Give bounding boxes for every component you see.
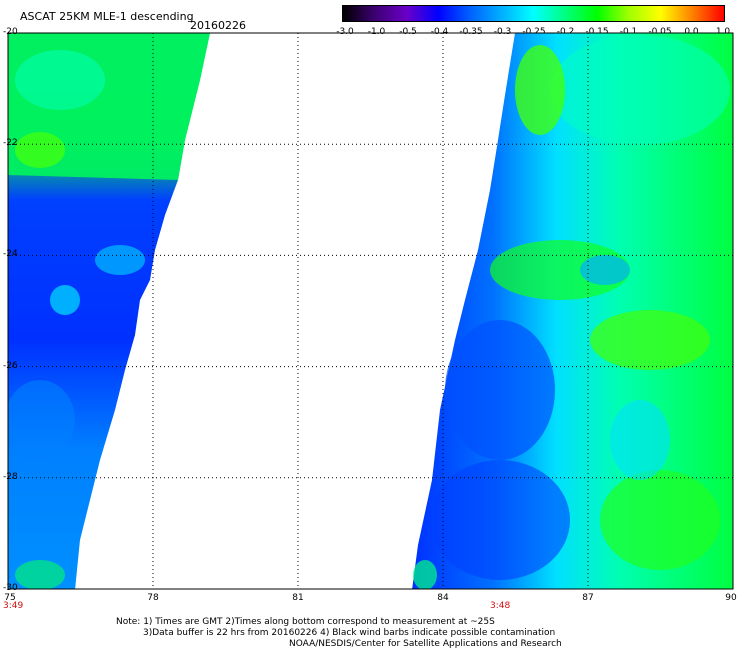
colorbar-tick-label: 1.0 [715,27,731,37]
footnote-line-1: Note: 1) Times are GMT 2)Times along bot… [116,617,495,627]
colorbar-tick-label: -0.2 [556,27,575,37]
latitude-label: -28 [3,471,18,482]
left-pass-time: 3:49 [3,601,24,611]
colorbar-gradient [343,6,724,21]
longitude-label: 87 [582,593,594,603]
longitude-label: 81 [292,593,304,603]
colorbar-tick-label: -0.35 [459,27,483,37]
colorbar-tick-label: -0.15 [585,27,609,37]
graticule [8,33,733,589]
longitude-label: 75 [4,593,16,603]
right-pass-time: 3:48 [490,601,511,611]
colorbar-tick-label: -0.3 [493,27,512,37]
colorbar-tick-label: -0.4 [430,27,449,37]
plot-frame [7,32,734,590]
footnote-line-2: 3)Data buffer is 22 hrs from 20160226 4)… [143,628,556,638]
latitude-label: -22 [3,138,18,149]
data-swaths [8,33,733,589]
colorbar-tick-label: -0.1 [619,27,638,37]
latitude-label: -20 [3,27,18,37]
longitude-label: 84 [437,593,449,603]
map-date: 20160226 [190,19,246,32]
colorbar-tick-label: 0.0 [684,27,699,37]
colorbar-tick-label: -3.0 [336,27,354,37]
colorbar-tick-label: -1.0 [367,27,386,37]
latitude-label: -30 [3,583,18,593]
longitude-label: 90 [725,593,737,603]
map-title: ASCAT 25KM MLE-1 descending [20,10,194,23]
colorbar-tick-label: -0.5 [399,27,417,37]
colorbar-tick-label: -0.05 [648,27,672,37]
colorbar-tick-label: -0.25 [522,27,546,37]
footnote-line-3: NOAA/NESDIS/Center for Satellite Applica… [289,639,562,649]
latitude-label: -26 [3,360,18,371]
latitude-label: -24 [3,249,18,260]
colorbar [342,5,725,22]
longitude-label: 78 [147,593,159,603]
